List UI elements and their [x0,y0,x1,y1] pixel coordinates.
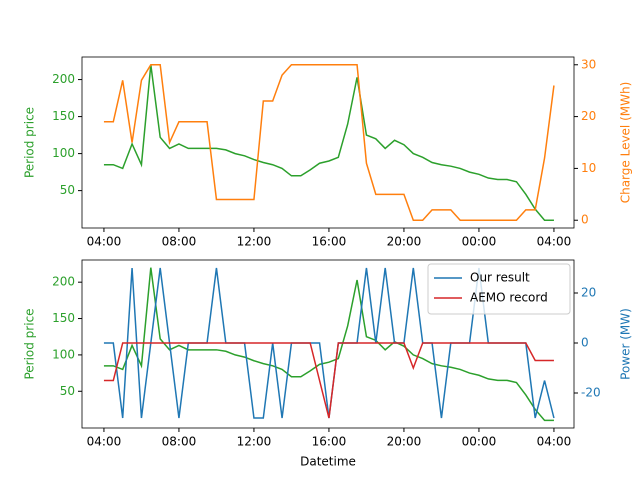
y2-tick-label: 0 [581,213,589,227]
y2-tick-label: 20 [581,109,596,123]
y-axis-label: Period price [23,308,37,379]
legend-label: Our result [470,271,530,285]
y-tick-label: 200 [52,275,75,289]
y-tick-label: 200 [52,72,75,86]
y-tick-label: 150 [52,109,75,123]
x-tick-label: 00:00 [462,435,497,449]
x-tick-label: 08:00 [162,235,197,249]
y2-tick-label: 20 [581,286,596,300]
x-tick-label: 12:00 [237,235,272,249]
y2-tick-label: 0 [581,336,589,350]
series-line [103,64,554,221]
legend-label: AEMO record [470,291,548,305]
x-axis-label: Datetime [300,455,356,469]
x-tick-label: 20:00 [387,235,422,249]
series-line [103,342,554,419]
y2-tick-label: 10 [581,161,596,175]
x-tick-label: 04:00 [537,235,572,249]
x-tick-label: 04:00 [87,435,122,449]
y-tick-label: 100 [52,146,75,160]
legend-box [427,263,571,315]
x-tick-label: 20:00 [387,435,422,449]
y2-axis-label: Charge Level (MWh) [619,82,633,204]
plot-frame [81,259,575,429]
y-tick-label: 150 [52,311,75,325]
y-tick-label: 50 [60,183,75,197]
x-tick-label: 00:00 [462,235,497,249]
x-tick-label: 16:00 [312,235,347,249]
y-axis-label: Period price [23,107,37,178]
x-tick-label: 16:00 [312,435,347,449]
x-tick-label: 04:00 [87,235,122,249]
x-tick-label: 04:00 [537,435,572,449]
x-tick-label: 08:00 [162,435,197,449]
y2-tick-label: 30 [581,57,596,71]
y2-tick-label: -20 [581,386,601,400]
y-tick-label: 50 [60,384,75,398]
y-tick-label: 100 [52,347,75,361]
x-tick-label: 12:00 [237,435,272,449]
series-line [103,267,554,422]
series-line [103,64,555,221]
plot-frame [81,56,575,229]
y2-axis-label: Power (MW) [619,308,633,380]
